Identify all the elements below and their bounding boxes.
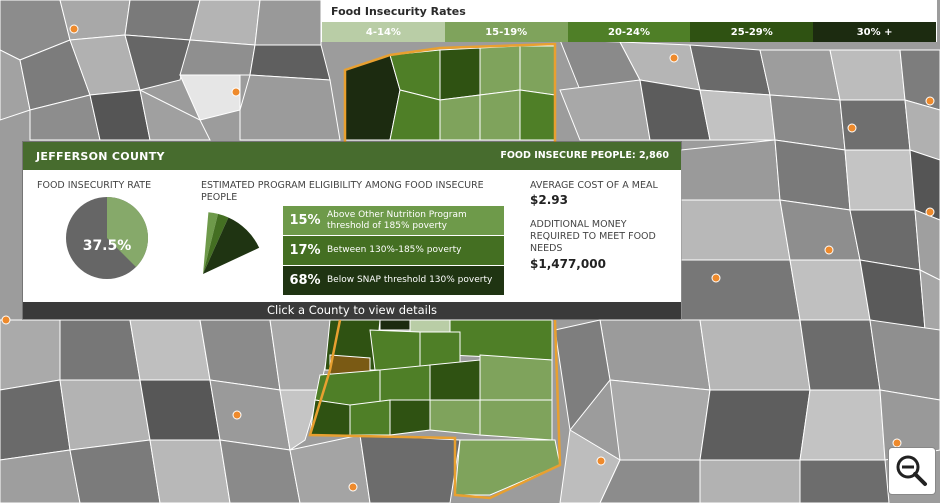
rate-value: 37.5% — [82, 238, 132, 254]
legend-range-2: 15-19% — [444, 22, 568, 42]
panel-header: JEFFERSON COUNTY FOOD INSECURE PEOPLE: 2… — [23, 142, 681, 170]
additional-money-label: ADDITIONAL MONEY REQUIRED TO MEET FOOD N… — [530, 219, 656, 254]
eligibility-label: ESTIMATED PROGRAM ELIGIBILITY AMONG FOOD… — [201, 180, 484, 203]
legend: Food Insecurity Rates 4-14% 15-19% 20-24… — [321, 0, 937, 42]
eligibility-row: 15% Above Other Nutrition Program thresh… — [283, 206, 504, 235]
avg-cost-value: $2.93 — [530, 193, 568, 207]
eligibility-pct: 17% — [289, 243, 321, 258]
county-name: JEFFERSON COUNTY — [36, 150, 165, 163]
legend-range-1: 4-14% — [322, 22, 445, 42]
eligibility-row: 17% Between 130%-185% poverty — [283, 236, 504, 265]
eligibility-text: Between 130%-185% poverty — [327, 245, 462, 255]
eligibility-pct: 68% — [289, 273, 321, 288]
wedge-segment-3 — [203, 217, 260, 274]
legend-bar: 4-14% 15-19% 20-24% 25-29% 30% + — [322, 22, 936, 42]
avg-cost-label: AVERAGE COST OF A MEAL — [530, 180, 658, 191]
eligibility-text: Above Other Nutrition Program threshold … — [327, 209, 467, 231]
wedge-segment-2 — [203, 213, 229, 274]
eligibility-text: Below SNAP threshold 130% poverty — [327, 275, 493, 285]
panel-footer-hint: Click a County to view details — [23, 302, 681, 319]
food-insecure-people: FOOD INSECURE PEOPLE: 2,860 — [500, 150, 669, 161]
legend-range-5: 30% + — [813, 22, 936, 42]
state-counties[interactable] — [309, 45, 561, 496]
county-info-panel: JEFFERSON COUNTY FOOD INSECURE PEOPLE: 2… — [23, 142, 681, 319]
eligibility-wedge-chart — [201, 206, 261, 276]
zoom-out-icon — [896, 455, 927, 486]
rate-pie-chart: 37.5% — [65, 196, 149, 280]
state-border — [308, 42, 562, 500]
wedge-segment-1 — [203, 212, 218, 274]
additional-money-value: $1,477,000 — [530, 257, 606, 271]
zoom-out-button[interactable] — [889, 448, 935, 494]
city-markers[interactable] — [1, 24, 935, 492]
eligibility-row: 68% Below SNAP threshold 130% poverty — [283, 266, 504, 295]
pie-slice — [107, 197, 148, 267]
legend-range-4: 25-29% — [690, 22, 814, 42]
legend-title: Food Insecurity Rates — [331, 5, 466, 18]
eligibility-pct: 15% — [289, 213, 321, 228]
rate-label: FOOD INSECURITY RATE — [37, 180, 152, 191]
legend-range-3: 20-24% — [567, 22, 691, 42]
eligibility-table: 15% Above Other Nutrition Program thresh… — [283, 206, 504, 296]
